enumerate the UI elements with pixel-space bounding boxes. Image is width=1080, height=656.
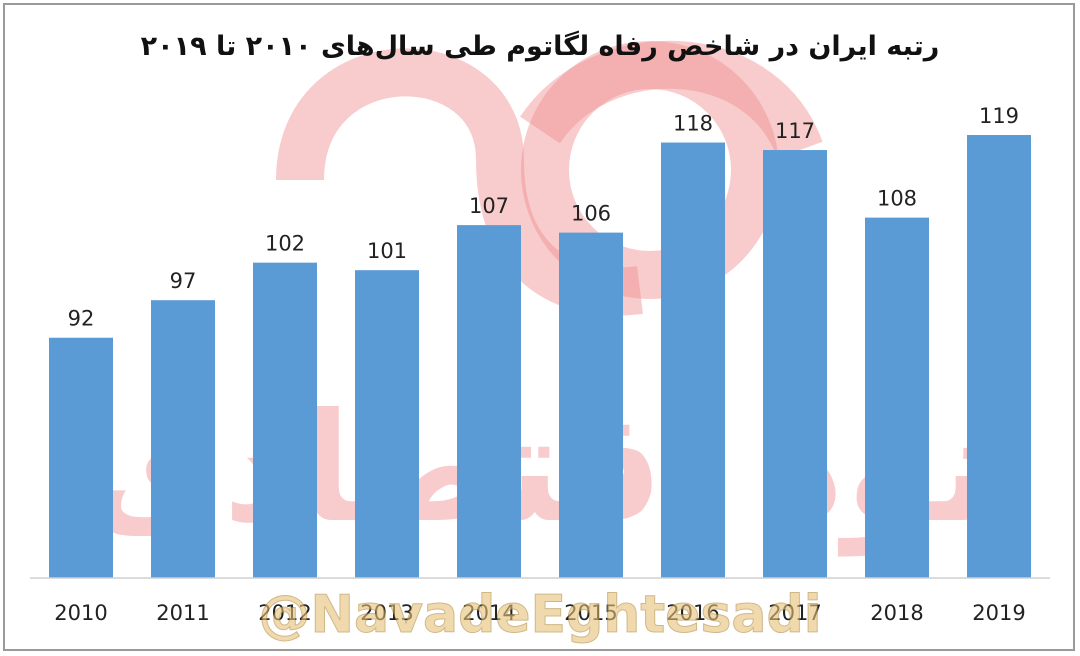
x-tick-2011: 2011 xyxy=(156,601,209,625)
bar-2012 xyxy=(253,262,317,578)
bar-2013 xyxy=(355,270,419,578)
data-label-2010: 92 xyxy=(68,307,95,331)
watermark-brand-text: نود اقتصادی xyxy=(85,382,994,557)
bar-2017 xyxy=(763,150,827,579)
data-label-2012: 102 xyxy=(265,232,305,256)
bar-2018 xyxy=(865,217,929,578)
x-tick-2014: 2014 xyxy=(462,601,515,625)
x-tick-2013: 2013 xyxy=(360,601,413,625)
data-label-2013: 101 xyxy=(367,239,407,263)
x-tick-2017: 2017 xyxy=(768,601,821,625)
bar-2014 xyxy=(457,225,521,579)
x-tick-2019: 2019 xyxy=(972,601,1025,625)
bar-2015 xyxy=(559,232,623,578)
data-labels: 92 97 102 101 107 106 118 117 108 119 xyxy=(68,104,1019,331)
data-label-2016: 118 xyxy=(673,112,713,136)
bar-2010 xyxy=(49,337,113,578)
watermark: نود اقتصادی xyxy=(85,40,995,557)
data-label-2019: 119 xyxy=(979,104,1019,128)
bar-2019 xyxy=(967,135,1031,578)
data-label-2018: 108 xyxy=(877,187,917,211)
chart-title: رتبه ایران در شاخص رفاه لگاتوم طی سال‌ها… xyxy=(141,30,940,62)
data-label-2017: 117 xyxy=(775,119,815,143)
data-label-2014: 107 xyxy=(469,194,509,218)
x-tick-2016: 2016 xyxy=(666,601,719,625)
x-tick-2010: 2010 xyxy=(54,601,107,625)
data-label-2015: 106 xyxy=(571,202,611,226)
watermark-handle: @NavadeEghtesadi xyxy=(258,585,821,645)
x-axis: 2010 2011 2012 2013 2014 2015 2016 2017 2018 2019 xyxy=(54,601,1025,625)
bars xyxy=(49,135,1031,579)
bar-2016 xyxy=(661,142,725,578)
data-label-2011: 97 xyxy=(170,269,197,293)
x-tick-2018: 2018 xyxy=(870,601,923,625)
x-tick-2012: 2012 xyxy=(258,601,311,625)
x-tick-2015: 2015 xyxy=(564,601,617,625)
bar-2011 xyxy=(151,300,215,578)
